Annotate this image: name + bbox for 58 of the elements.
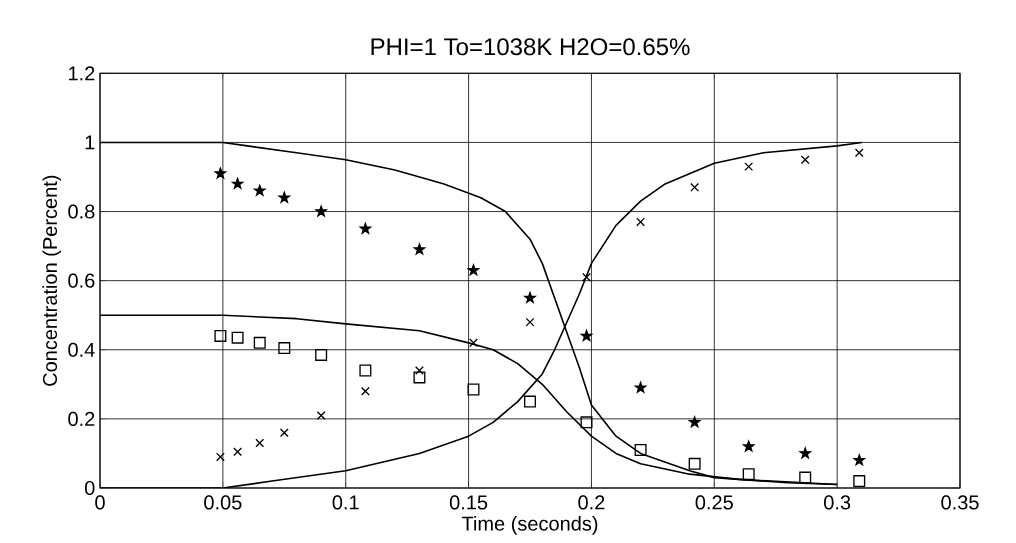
point xyxy=(279,428,289,438)
point xyxy=(255,438,265,448)
point xyxy=(524,395,537,408)
point xyxy=(853,475,866,488)
point xyxy=(525,317,535,327)
point xyxy=(413,243,426,255)
point xyxy=(316,411,326,421)
y-tick-label: 0.2 xyxy=(68,411,95,427)
y-tick-label: 1 xyxy=(85,135,95,150)
x-tick-label: 0.25 xyxy=(695,495,733,510)
point xyxy=(636,217,646,227)
point xyxy=(231,331,244,344)
point xyxy=(800,155,810,165)
point xyxy=(744,162,754,172)
point xyxy=(582,272,591,282)
point xyxy=(690,183,700,192)
point xyxy=(688,457,701,470)
point xyxy=(467,383,480,396)
point xyxy=(315,349,328,362)
point xyxy=(278,342,291,355)
y-tick-label: 0.4 xyxy=(68,342,95,358)
y-axis-title: Concentration (Percent) xyxy=(42,175,62,386)
point xyxy=(253,184,266,196)
point xyxy=(233,447,243,457)
x-tick-label: 0.1 xyxy=(332,495,359,510)
point xyxy=(360,386,370,396)
point xyxy=(253,337,266,350)
point xyxy=(634,381,647,393)
x-tick-label: 0.3 xyxy=(824,495,851,510)
y-tick-label: 0.8 xyxy=(68,204,95,219)
point xyxy=(467,264,480,276)
point xyxy=(415,366,424,376)
point xyxy=(854,148,864,158)
y-tick-label: 0 xyxy=(84,481,95,496)
x-tick-label: 0.2 xyxy=(578,495,605,510)
x-tick-label: 0.05 xyxy=(204,495,242,510)
point xyxy=(799,471,812,484)
chart-title: PHI=1 To=1038K H2O=0.65% xyxy=(371,38,690,56)
point xyxy=(469,338,478,348)
point xyxy=(315,205,327,217)
point xyxy=(359,364,372,377)
x-tick-label: 0.15 xyxy=(449,495,488,510)
x-tick-label: 0.35 xyxy=(941,495,979,510)
point xyxy=(214,167,227,179)
point xyxy=(742,440,755,452)
point xyxy=(799,447,811,459)
y-tick-label: 0.6 xyxy=(68,273,95,288)
y-tick-label: 1.2 xyxy=(69,66,95,81)
point xyxy=(214,330,227,343)
point xyxy=(634,444,647,457)
point xyxy=(742,468,755,481)
point xyxy=(215,452,225,462)
x-axis-title: Time (seconds) xyxy=(461,516,598,535)
x-tick-label: 0 xyxy=(95,495,105,510)
point xyxy=(413,371,426,384)
point xyxy=(688,416,701,428)
point xyxy=(278,191,291,203)
point xyxy=(580,416,593,429)
